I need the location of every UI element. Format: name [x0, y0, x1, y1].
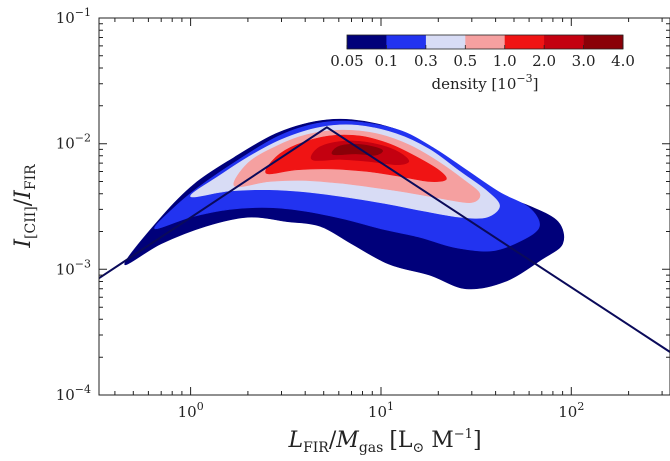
tick-marks: [99, 17, 670, 396]
colorbar-segment: [504, 35, 545, 49]
fit-line: [99, 126, 670, 353]
axis-ticks: 100 101 102 10−4 10−3 10−2 10−1: [56, 6, 670, 421]
y-axis-title: I[CII]/IFIR: [11, 164, 39, 249]
colorbar-tick-label: 0.5: [453, 52, 477, 70]
fit-line-group: [99, 126, 670, 353]
colorbar-tick-label: 0.3: [414, 52, 438, 70]
colorbar-segment: [583, 35, 624, 49]
y-tick-label: 10−3: [56, 257, 91, 278]
y-tick-label: 10−2: [56, 132, 91, 153]
plot-frame: [98, 17, 670, 396]
x-tick-label: 102: [558, 400, 584, 421]
colorbar-tick-label: 0.1: [374, 52, 398, 70]
density-contour-3: [331, 143, 383, 156]
colorbar-segment: [386, 35, 427, 49]
colorbar-title: density [10−3]: [432, 72, 539, 93]
colorbar-tick-label: 1.0: [493, 52, 517, 70]
x-tick-label: 100: [178, 400, 204, 421]
colorbar-tick-label: 0.05: [330, 52, 363, 70]
colorbar-tick-label: 2.0: [532, 52, 556, 70]
x-axis-title: LFIR/Mgas [L⊙ M−1]: [287, 427, 481, 456]
y-tick-label: 10−1: [56, 6, 91, 27]
colorbar-tick-label: 4.0: [611, 52, 635, 70]
colorbar: 0.05 0.1 0.3 0.5 1.0 2.0 3.0 4.0 density [10−3]: [330, 34, 635, 93]
colorbar-segment: [347, 35, 387, 49]
colorbar-segment: [544, 35, 584, 49]
colorbar-tick-label: 3.0: [572, 52, 596, 70]
colorbar-frame: [346, 34, 624, 50]
x-tick-label: 101: [368, 400, 394, 421]
colorbar-segment: [425, 35, 466, 49]
y-tick-label: 10−4: [56, 383, 91, 404]
density-contours: [124, 118, 565, 290]
colorbar-segment: [465, 35, 506, 49]
